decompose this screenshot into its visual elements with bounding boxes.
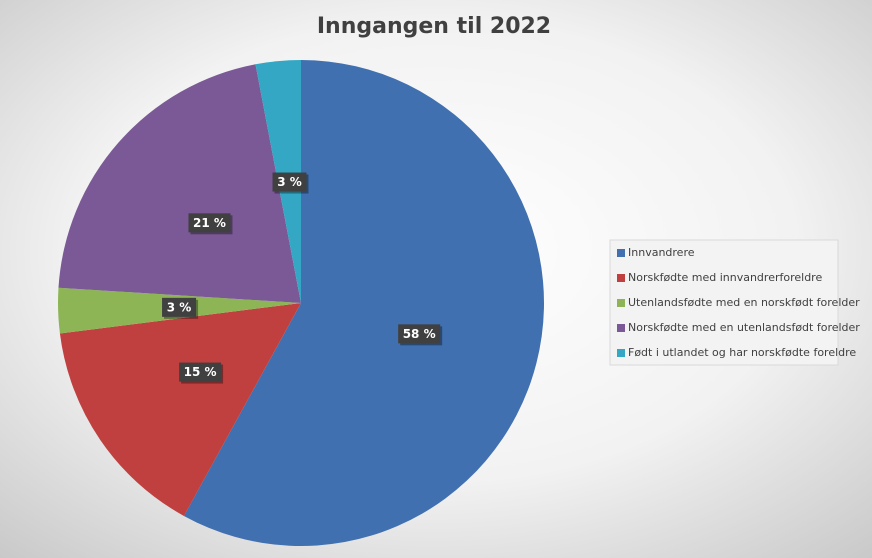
data-label-box [188,213,231,233]
legend-label: Norskfødte med innvandrerforeldre [628,271,822,284]
pie-slice [183,60,545,546]
legend-box [609,239,839,366]
legend-label: Utenlandsfødte med en norskfødt forelder [628,296,860,309]
data-label-box [162,297,197,317]
data-label-box [272,172,307,192]
legend-swatch [617,274,625,282]
data-label: 21 % [193,216,226,230]
legend-label: Innvandrere [628,246,695,259]
data-label-box [398,324,441,344]
data-label-box [179,362,222,382]
legend-label: Født i utlandet og har norskfødte foreld… [628,346,856,359]
pie-slice [59,303,302,516]
legend-swatch [617,349,625,357]
chart-title: Inngangen til 2022 [317,14,551,39]
legend-label: Norskfødte med en utenlandsfødt forelder [628,321,860,334]
data-label: 3 % [167,300,192,314]
data-label: 15 % [184,365,217,379]
data-label: 58 % [403,327,436,341]
data-label: 3 % [277,175,302,189]
pie-slice [58,64,301,303]
legend-swatch [617,299,625,307]
legend-swatch [617,324,625,332]
legend-swatch [617,249,625,257]
